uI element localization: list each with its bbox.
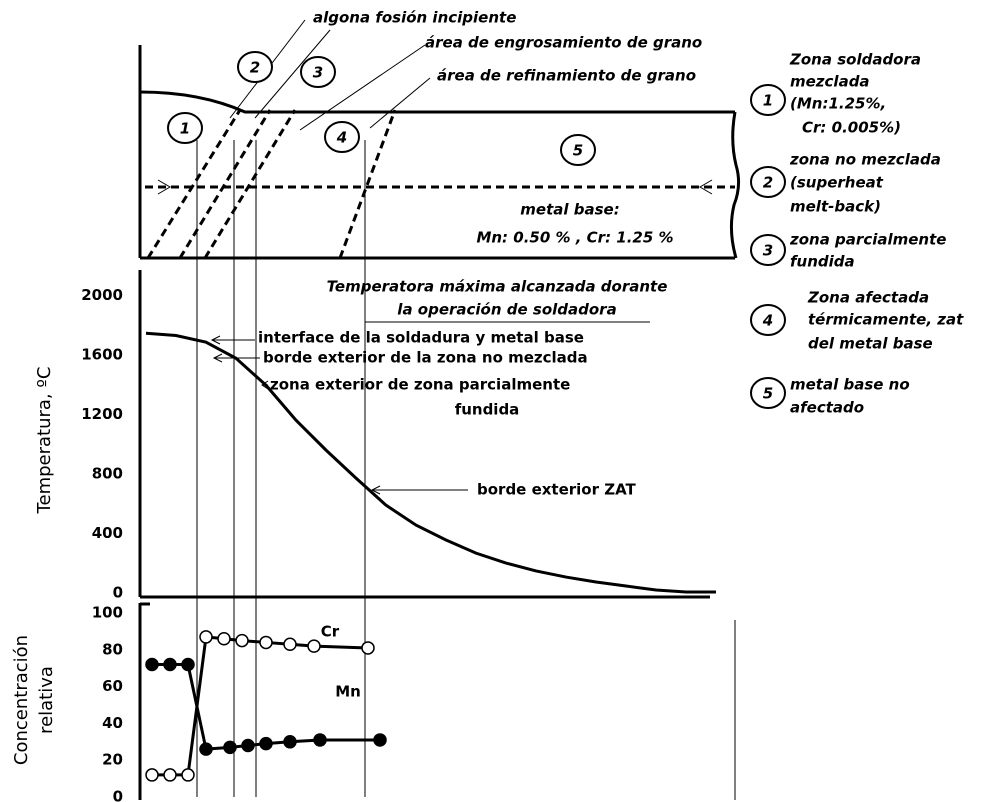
y-tick-label: 60 [102, 677, 123, 695]
base-metal-label: metal base: [520, 201, 619, 219]
figure: 1 2 3 4 5 algona fosión incipiente área de eng… [0, 0, 1000, 802]
data-point [284, 736, 296, 748]
data-point [164, 769, 176, 781]
series-label: Cr [321, 623, 340, 641]
y-tick-label: 40 [102, 714, 123, 732]
data-point [374, 734, 386, 746]
zone-number: 5 [573, 142, 583, 160]
curve-annotation: borde exterior de la zona no mezclada [263, 349, 588, 367]
data-point [260, 738, 272, 750]
data-point [362, 642, 374, 654]
legend-text: metal base no [790, 376, 910, 394]
data-point [242, 739, 254, 751]
legend-number: 4 [762, 312, 773, 330]
legend-text: afectado [790, 399, 864, 417]
legend-text: fundida [790, 253, 855, 271]
y-tick-label: 400 [92, 524, 123, 542]
y-tick-label: 800 [92, 464, 123, 482]
series-line [152, 637, 368, 775]
curve-annotation: interface de la soldadura y metal base [258, 329, 584, 347]
legend-text: zona no mezclada [789, 151, 941, 169]
legend-text: del metal base [808, 335, 933, 353]
legend-text: Zona afectada [807, 289, 929, 307]
data-point [200, 743, 212, 755]
legend-text: Zona soldadora [789, 51, 921, 69]
y-axis-label: Concentración [11, 635, 32, 765]
zone-number: 2 [250, 59, 260, 77]
y-tick-label: 80 [102, 640, 123, 658]
y-axis-label: relativa [36, 666, 57, 734]
y-axis-label: Temperatura, ºC [34, 367, 55, 515]
legend-text: mezclada [790, 73, 870, 91]
y-tick-label: 1600 [81, 345, 123, 363]
data-point [182, 659, 194, 671]
series-label: Mn [335, 683, 361, 701]
data-point [260, 636, 272, 648]
legend-number: 1 [763, 92, 773, 110]
legend-number: 3 [763, 242, 773, 260]
zone-number: 3 [313, 64, 323, 82]
y-tick-label: 100 [92, 604, 123, 622]
series-line [152, 665, 380, 750]
legend-text: zona parcialmente [789, 231, 946, 249]
legend-number: 5 [763, 385, 773, 403]
weld-section [140, 20, 739, 258]
y-tick-label: 0 [113, 788, 123, 802]
curve-annotation: fundida [455, 401, 520, 419]
chart-title: la operación de soldadora [397, 301, 616, 319]
y-tick-label: 20 [102, 751, 123, 769]
zone-annotation: área de refinamiento de grano [437, 67, 696, 85]
zone-number: 1 [180, 120, 190, 138]
data-point [218, 633, 230, 645]
data-point [314, 734, 326, 746]
data-point [164, 659, 176, 671]
legend-text: (superheat [790, 174, 884, 192]
zone-number: 4 [336, 129, 347, 147]
data-point [200, 631, 212, 643]
y-tick-label: 2000 [81, 286, 123, 304]
y-tick-label: 1200 [81, 405, 123, 423]
temperature-curve [146, 333, 716, 592]
legend-text: Cr: 0.005%) [802, 119, 901, 137]
data-point [182, 769, 194, 781]
data-point [236, 635, 248, 647]
base-metal-label: Mn: 0.50 % , Cr: 1.25 % [476, 229, 673, 247]
zone-annotation: algona fosión incipiente [313, 9, 516, 27]
chart-title: Temperatora máxima alcanzada dorante [327, 278, 668, 296]
legend-text: melt-back) [790, 198, 881, 216]
data-point [146, 769, 158, 781]
curve-annotation: borde exterior ZAT [477, 481, 637, 499]
legend-text: térmicamente, zat [808, 311, 964, 329]
data-point [146, 659, 158, 671]
legend-text: (Mn:1.25%, [790, 95, 886, 113]
data-point [308, 640, 320, 652]
zone-annotation: área de engrosamiento de grano [425, 34, 702, 52]
data-point [284, 638, 296, 650]
y-tick-label: 0 [113, 584, 123, 602]
curve-annotation: zona exterior de zona parcialmente [270, 376, 570, 394]
data-point [224, 741, 236, 753]
legend-number: 2 [763, 174, 773, 192]
